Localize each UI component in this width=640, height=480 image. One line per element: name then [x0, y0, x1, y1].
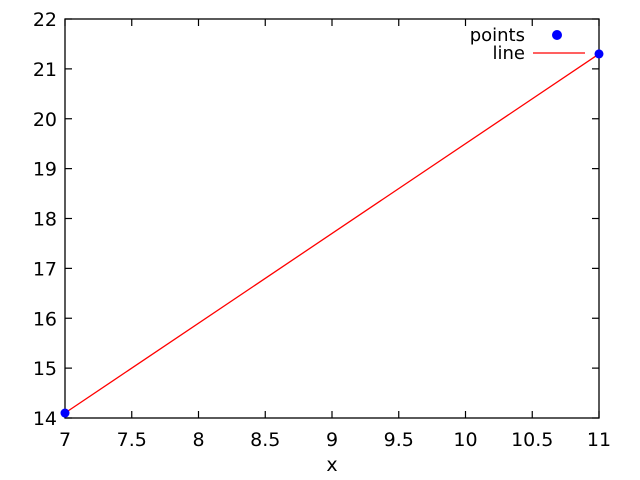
x-tick-label: 7: [59, 429, 71, 451]
x-tick-label: 9.5: [384, 429, 414, 451]
y-tick-label: 15: [33, 358, 57, 380]
series-line-line: [64, 53, 600, 414]
data-point: [60, 408, 70, 418]
data-point: [594, 49, 604, 59]
y-tick-label: 21: [33, 59, 57, 81]
legend-label-points: points: [470, 25, 525, 46]
x-tick-label: 9: [326, 429, 338, 451]
y-tick-label: 19: [33, 159, 57, 181]
y-tick-label: 17: [33, 258, 57, 280]
legend-label-line: line: [493, 43, 525, 64]
y-tick-label: 18: [33, 209, 57, 231]
x-tick-label: 10.5: [511, 429, 553, 451]
x-tick-label: 11: [587, 429, 611, 451]
y-tick-label: 14: [33, 408, 57, 430]
legend-marker-sample: [552, 30, 562, 40]
x-tick-label: 7.5: [117, 429, 147, 451]
x-tick-label: 8.5: [250, 429, 280, 451]
y-tick-label: 22: [33, 9, 57, 31]
plot-border: [64, 18, 600, 419]
x-tick-label: 8: [192, 429, 204, 451]
y-tick-label: 20: [33, 109, 57, 131]
y-tick-label: 16: [33, 308, 57, 330]
x-tick-label: 10: [453, 429, 477, 451]
x-axis-label: x: [326, 454, 337, 476]
